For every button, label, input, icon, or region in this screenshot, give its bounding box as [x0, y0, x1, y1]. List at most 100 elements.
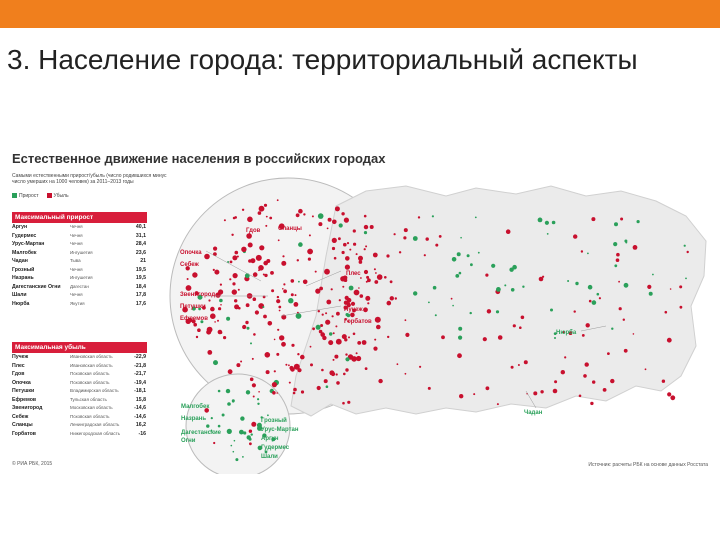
city-dot — [281, 341, 286, 347]
row-region: Тульская область — [70, 396, 107, 402]
row-value: -14,6 — [134, 413, 146, 420]
city-dot — [323, 379, 328, 384]
city-dot — [234, 299, 238, 303]
city-dot — [249, 377, 254, 382]
city-dot — [329, 332, 333, 336]
city-dot — [219, 331, 223, 334]
city-dot — [396, 363, 399, 366]
city-dot — [218, 307, 222, 311]
city-dot — [245, 390, 251, 395]
city-dot — [328, 340, 334, 346]
city-dot — [618, 307, 622, 311]
row-value: 40,1 — [135, 224, 146, 230]
city-dot — [210, 306, 215, 312]
city-dot — [341, 334, 347, 340]
city-dot — [278, 305, 282, 309]
city-dot — [231, 289, 237, 295]
city-dot — [343, 372, 346, 376]
city-dot — [505, 229, 511, 234]
infographic-title: Естественное движение населения в россий… — [12, 151, 386, 166]
city-dot — [246, 233, 252, 239]
city-dot — [647, 284, 652, 289]
city-dot — [297, 353, 300, 356]
city-dot — [365, 295, 371, 301]
city-dot — [386, 254, 390, 258]
city-dot — [232, 273, 238, 279]
city-dot — [661, 379, 666, 383]
city-dot — [204, 408, 209, 413]
row-value: 23,6 — [135, 249, 146, 256]
city-dot — [404, 319, 407, 322]
city-dot — [670, 395, 676, 401]
city-dot — [210, 313, 216, 319]
city-dot — [614, 264, 618, 268]
row-city: Опочка — [12, 379, 31, 386]
city-dot — [458, 271, 462, 275]
city-dot — [292, 391, 296, 395]
city-dot — [345, 256, 350, 261]
city-dot — [386, 300, 392, 306]
city-dot — [363, 269, 369, 275]
decline-panel: Максимальная убыль Пучеж Ивановская облас… — [12, 342, 147, 438]
city-dot — [345, 266, 349, 270]
row-city: Плес — [12, 362, 25, 369]
city-dot — [342, 401, 345, 405]
city-dot — [238, 306, 241, 310]
city-dot — [364, 367, 368, 370]
city-dot — [554, 337, 556, 339]
city-dot — [230, 444, 233, 447]
map-label-ples: Плес — [346, 271, 361, 277]
city-dot — [248, 429, 253, 433]
city-dot — [496, 287, 501, 292]
table-row: Нюрба Якутия 17,6 — [12, 300, 147, 309]
legend-growth: Прирост — [12, 193, 39, 199]
city-dot — [417, 216, 421, 219]
city-dot — [213, 360, 218, 366]
city-dot — [352, 308, 356, 313]
city-dot — [317, 213, 324, 219]
city-dot — [282, 255, 285, 258]
row-value: -22,9 — [134, 354, 146, 360]
city-dot — [679, 305, 683, 309]
table-row: Малгобек Ингушетия 23,6 — [12, 249, 147, 258]
city-dot — [276, 295, 280, 299]
city-dot — [353, 289, 360, 296]
city-dot — [591, 217, 596, 222]
city-dot — [232, 216, 236, 220]
row-region: Владимирская область — [70, 388, 119, 393]
city-dot — [331, 315, 334, 318]
infographic-subtitle: Самыми естественными прирост/убыль (числ… — [12, 173, 167, 185]
city-dot — [636, 220, 640, 224]
city-dot — [347, 320, 350, 323]
city-dot — [276, 199, 279, 202]
row-region: Чечня — [70, 241, 83, 246]
copyright: © РИА РБК, 2015 — [12, 461, 53, 467]
city-dot — [376, 274, 383, 280]
city-dot — [315, 288, 321, 294]
city-dot — [686, 250, 689, 254]
row-region: Чечня — [70, 232, 83, 238]
city-dot — [573, 234, 578, 239]
city-dot — [218, 289, 224, 295]
city-dot — [262, 273, 265, 276]
city-dot — [315, 324, 321, 330]
city-dot — [251, 357, 254, 360]
city-dot — [434, 314, 437, 317]
city-dot — [263, 314, 267, 319]
map-label-caucasus-city: Урус-Мартан — [261, 427, 299, 433]
city-dot — [334, 206, 340, 212]
city-dot — [232, 282, 236, 286]
city-dot — [220, 304, 222, 306]
city-dot — [254, 310, 259, 315]
decline-table: Пучеж Ивановская область -22,9 Плес Ивановск… — [12, 353, 147, 438]
city-dot — [294, 294, 297, 297]
city-dot — [320, 332, 326, 337]
city-dot — [491, 263, 496, 268]
city-dot — [321, 313, 324, 316]
row-city: Петушки — [12, 388, 35, 394]
city-dot — [345, 313, 349, 317]
city-dot — [378, 378, 383, 384]
city-dot — [358, 287, 360, 289]
city-dot — [341, 250, 345, 255]
city-dot — [419, 365, 422, 368]
